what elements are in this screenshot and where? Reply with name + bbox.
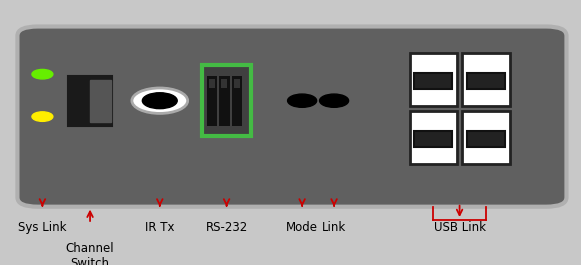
Bar: [410, 53, 457, 106]
Bar: [207, 76, 217, 126]
FancyBboxPatch shape: [17, 26, 566, 207]
Text: Link: Link: [322, 221, 346, 234]
Bar: [467, 73, 505, 89]
Bar: [234, 79, 240, 88]
Text: RS-232: RS-232: [206, 221, 248, 234]
Text: IR Tx: IR Tx: [145, 221, 174, 234]
Bar: [231, 76, 242, 126]
Bar: [209, 79, 215, 88]
Bar: [462, 53, 510, 106]
Bar: [467, 131, 505, 147]
Bar: [410, 111, 457, 164]
Text: Channel
Switch: Channel Switch: [66, 242, 114, 265]
Circle shape: [32, 69, 53, 79]
Bar: [462, 111, 510, 164]
Bar: [414, 131, 453, 147]
Circle shape: [142, 93, 177, 109]
Bar: [219, 76, 229, 126]
Bar: [69, 76, 112, 126]
Bar: [202, 65, 252, 136]
Bar: [221, 79, 228, 88]
Circle shape: [288, 94, 317, 107]
Circle shape: [320, 94, 349, 107]
Circle shape: [132, 88, 188, 113]
Bar: [414, 73, 453, 89]
Text: USB Link: USB Link: [433, 221, 486, 234]
Text: Sys Link: Sys Link: [18, 221, 67, 234]
Text: Mode: Mode: [286, 221, 318, 234]
Circle shape: [32, 112, 53, 121]
Bar: [90, 80, 110, 122]
